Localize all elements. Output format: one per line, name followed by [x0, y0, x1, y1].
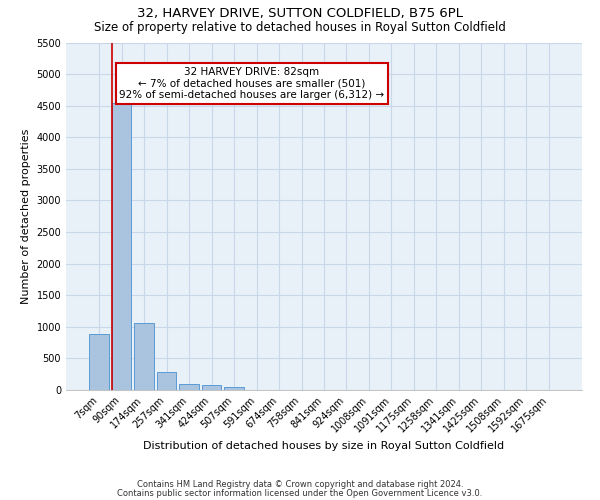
Text: 32 HARVEY DRIVE: 82sqm
← 7% of detached houses are smaller (501)
92% of semi-det: 32 HARVEY DRIVE: 82sqm ← 7% of detached … [119, 67, 385, 100]
Y-axis label: Number of detached properties: Number of detached properties [21, 128, 31, 304]
Bar [89, 334, 109, 390]
Bar [202, 385, 221, 390]
Bar [112, 102, 131, 390]
Bar [224, 386, 244, 390]
Bar [179, 384, 199, 390]
X-axis label: Distribution of detached houses by size in Royal Sutton Coldfield: Distribution of detached houses by size … [143, 441, 505, 451]
Bar [157, 372, 176, 390]
Bar [134, 323, 154, 390]
Text: Size of property relative to detached houses in Royal Sutton Coldfield: Size of property relative to detached ho… [94, 21, 506, 34]
Text: Contains HM Land Registry data © Crown copyright and database right 2024.: Contains HM Land Registry data © Crown c… [137, 480, 463, 489]
Text: Contains public sector information licensed under the Open Government Licence v3: Contains public sector information licen… [118, 488, 482, 498]
Text: 32, HARVEY DRIVE, SUTTON COLDFIELD, B75 6PL: 32, HARVEY DRIVE, SUTTON COLDFIELD, B75 … [137, 8, 463, 20]
